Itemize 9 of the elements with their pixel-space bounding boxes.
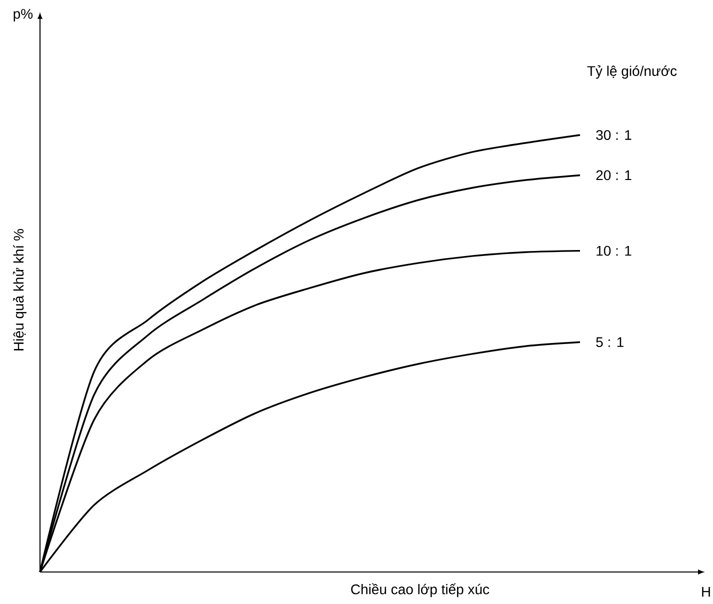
series-label: 5 : 1 — [596, 337, 624, 348]
series-label: 20 : 1 — [596, 170, 632, 180]
y-axis-title: Hiệu quả khử khí % — [12, 229, 26, 350]
text: H — [702, 586, 710, 597]
x-axis-title: Chiều cao lớp tiếp xúc — [351, 583, 490, 598]
series-label: 10 : 1 — [596, 246, 632, 256]
text: p% — [14, 8, 33, 22]
legend-title: Tỷ lệ gió/nước — [587, 65, 677, 79]
series-label: 30 : 1 — [596, 130, 632, 140]
